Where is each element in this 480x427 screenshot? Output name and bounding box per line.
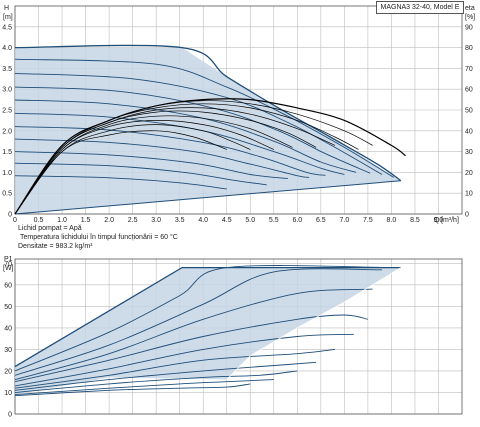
x-tick-label: 6.0 xyxy=(292,217,302,224)
head-boundary-line xyxy=(14,180,401,215)
head-curve xyxy=(14,99,357,173)
y-axis-unit: [m] xyxy=(3,14,13,21)
p1-axis-unit: [W] xyxy=(3,265,14,272)
power-curve xyxy=(14,348,336,389)
temperature-note: Temperatura lichidului în timpul funcțio… xyxy=(20,234,178,241)
head-curve xyxy=(14,175,227,190)
y-tick-label: 1.5 xyxy=(2,149,12,156)
p1-tick-label: 60 xyxy=(4,282,12,289)
power-curve xyxy=(14,383,251,397)
power-operating-area xyxy=(15,267,401,395)
power-area-edge xyxy=(226,267,402,380)
operating-area xyxy=(15,47,401,214)
power-curve xyxy=(14,370,298,393)
y-tick-label: 1.0 xyxy=(2,170,12,177)
p1-tick-label: 70 xyxy=(4,261,12,268)
head-curve xyxy=(14,112,345,175)
power-curve xyxy=(14,266,401,368)
y2-tick-label: 20 xyxy=(465,170,473,177)
y2-axis-unit: [%] xyxy=(465,14,475,21)
x-tick-label: 2.0 xyxy=(104,217,114,224)
p1-tick-label: 50 xyxy=(4,304,12,311)
power-curve xyxy=(14,268,383,376)
y-tick-label: 3.5 xyxy=(2,66,12,73)
efficiency-curve xyxy=(14,130,227,215)
y2-tick-label: 60 xyxy=(465,87,473,94)
head-curve xyxy=(14,162,267,186)
head-curve xyxy=(14,151,288,180)
x-tick-label: 6.5 xyxy=(316,217,326,224)
y2-tick-label: 50 xyxy=(465,108,473,115)
y2-tick-label: 70 xyxy=(465,66,473,73)
head-efficiency-panel: 0 0.5 1.0 1.5 2.0 2.5 3.0 3.5 4.0 4.5 5.0 5.5 6.0 6.5… xyxy=(2,5,475,224)
x-axis-unit: [m³/h] xyxy=(441,217,459,224)
x-tick-label: 8.0 xyxy=(387,217,397,224)
x-tick-label: 7.0 xyxy=(340,217,350,224)
y2-axis-label: eta xyxy=(465,5,475,12)
head-curve xyxy=(14,86,371,174)
x-tick-label: 0.5 xyxy=(34,217,44,224)
fluid-note: Lichid pompat = Apă xyxy=(18,225,82,232)
y2-tick-label: 90 xyxy=(465,24,473,31)
x-tick-label: 4.0 xyxy=(198,217,208,224)
efficiency-curve xyxy=(14,110,317,215)
density-note: Densitate = 983.2 kg/m³ xyxy=(18,243,93,250)
y2-tick-label: 10 xyxy=(465,191,473,198)
efficiency-curve xyxy=(14,100,373,215)
p1-axis-label: P1 xyxy=(4,256,13,263)
x-tick-label: 0 xyxy=(13,217,17,224)
head-curve xyxy=(14,138,310,178)
y2-tick-label: 80 xyxy=(465,45,473,52)
plot-frame xyxy=(14,258,463,415)
x-tick-label: 3.5 xyxy=(175,217,185,224)
y-axis-label: H xyxy=(4,5,9,12)
y-tick-label: 0.5 xyxy=(2,191,12,198)
y-tick-label: 4.0 xyxy=(2,45,12,52)
y2-tick-label: 40 xyxy=(465,128,473,135)
y-tick-label: 2.5 xyxy=(2,108,12,115)
p1-tick-label: 40 xyxy=(4,325,12,332)
head-curve xyxy=(14,44,402,182)
p1-tick-label: 30 xyxy=(4,347,12,354)
power-curve xyxy=(14,379,274,396)
efficiency-curve xyxy=(14,120,274,215)
y-tick-label: 3.0 xyxy=(2,87,12,94)
x-tick-label: 8.5 xyxy=(410,217,420,224)
p1-tick-label: 10 xyxy=(4,390,12,397)
x-axis-label: Q xyxy=(434,217,440,224)
x-tick-label: 5.5 xyxy=(269,217,279,224)
x-tick-label: 3.0 xyxy=(151,217,161,224)
x-tick-label: 1.0 xyxy=(57,217,67,224)
power-curve xyxy=(14,314,368,383)
x-tick-label: 1.5 xyxy=(81,217,91,224)
y2-tick-label: 0 xyxy=(465,212,469,219)
head-curve xyxy=(14,58,395,178)
power-curve xyxy=(14,333,354,387)
power-curve xyxy=(14,265,392,372)
x-tick-label: 9.0 xyxy=(434,217,444,224)
y-tick-label: 2.0 xyxy=(2,128,12,135)
y-tick-label: 0 xyxy=(8,212,12,219)
y-tick-label: 4.5 xyxy=(2,24,12,31)
x-tick-label: 5.0 xyxy=(245,217,255,224)
p1-tick-label: 0 xyxy=(8,412,12,419)
power-curve xyxy=(14,361,317,391)
p1-tick-label: 20 xyxy=(4,368,12,375)
model-label-box: MAGNA3 32-40, Model E xyxy=(376,1,464,14)
power-curve xyxy=(14,288,373,381)
x-tick-label: 2.5 xyxy=(128,217,138,224)
x-tick-label: 4.5 xyxy=(222,217,232,224)
x-tick-label: 7.5 xyxy=(363,217,373,224)
y2-tick-label: 30 xyxy=(465,149,473,156)
